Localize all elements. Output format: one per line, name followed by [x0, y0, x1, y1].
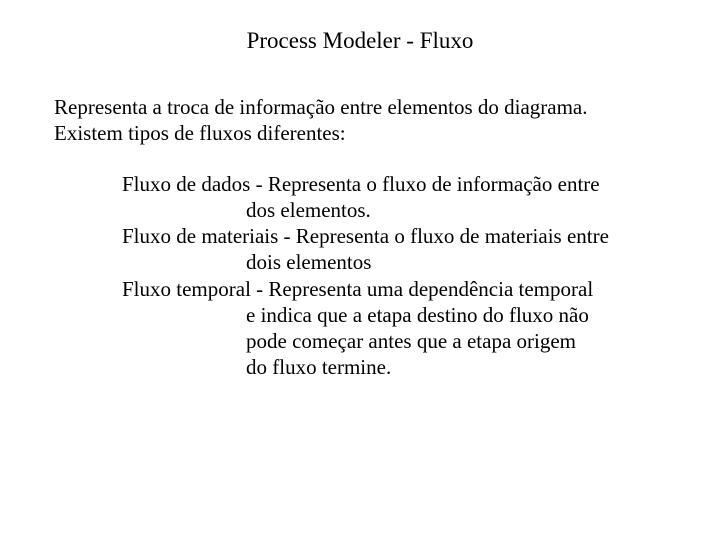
def-dados-rest-1: dos elementos. [122, 197, 660, 223]
definition-materiais: Fluxo de materiais - Representa o fluxo … [122, 223, 660, 276]
def-temporal-head: Fluxo temporal - Representa uma dependên… [122, 277, 593, 301]
slide-title: Process Modeler - Fluxo [0, 0, 720, 94]
def-materiais-head: Fluxo de materiais - Representa o fluxo … [122, 224, 609, 248]
slide-container: Process Modeler - Fluxo Representa a tro… [0, 0, 720, 540]
def-temporal-rest-1: e indica que a etapa destino do fluxo nã… [122, 302, 660, 328]
definition-temporal: Fluxo temporal - Representa uma dependên… [122, 276, 660, 381]
intro-block: Representa a troca de informação entre e… [0, 94, 720, 147]
intro-line-1: Representa a troca de informação entre e… [54, 94, 680, 120]
def-dados-head: Fluxo de dados - Representa o fluxo de i… [122, 172, 600, 196]
def-materiais-rest-1: dois elementos [122, 249, 660, 275]
definitions-block: Fluxo de dados - Representa o fluxo de i… [0, 171, 720, 381]
def-temporal-rest-2: pode começar antes que a etapa origem [122, 328, 660, 354]
definition-dados: Fluxo de dados - Representa o fluxo de i… [122, 171, 660, 224]
def-temporal-rest-3: do fluxo termine. [122, 354, 660, 380]
intro-line-2: Existem tipos de fluxos diferentes: [54, 120, 680, 146]
